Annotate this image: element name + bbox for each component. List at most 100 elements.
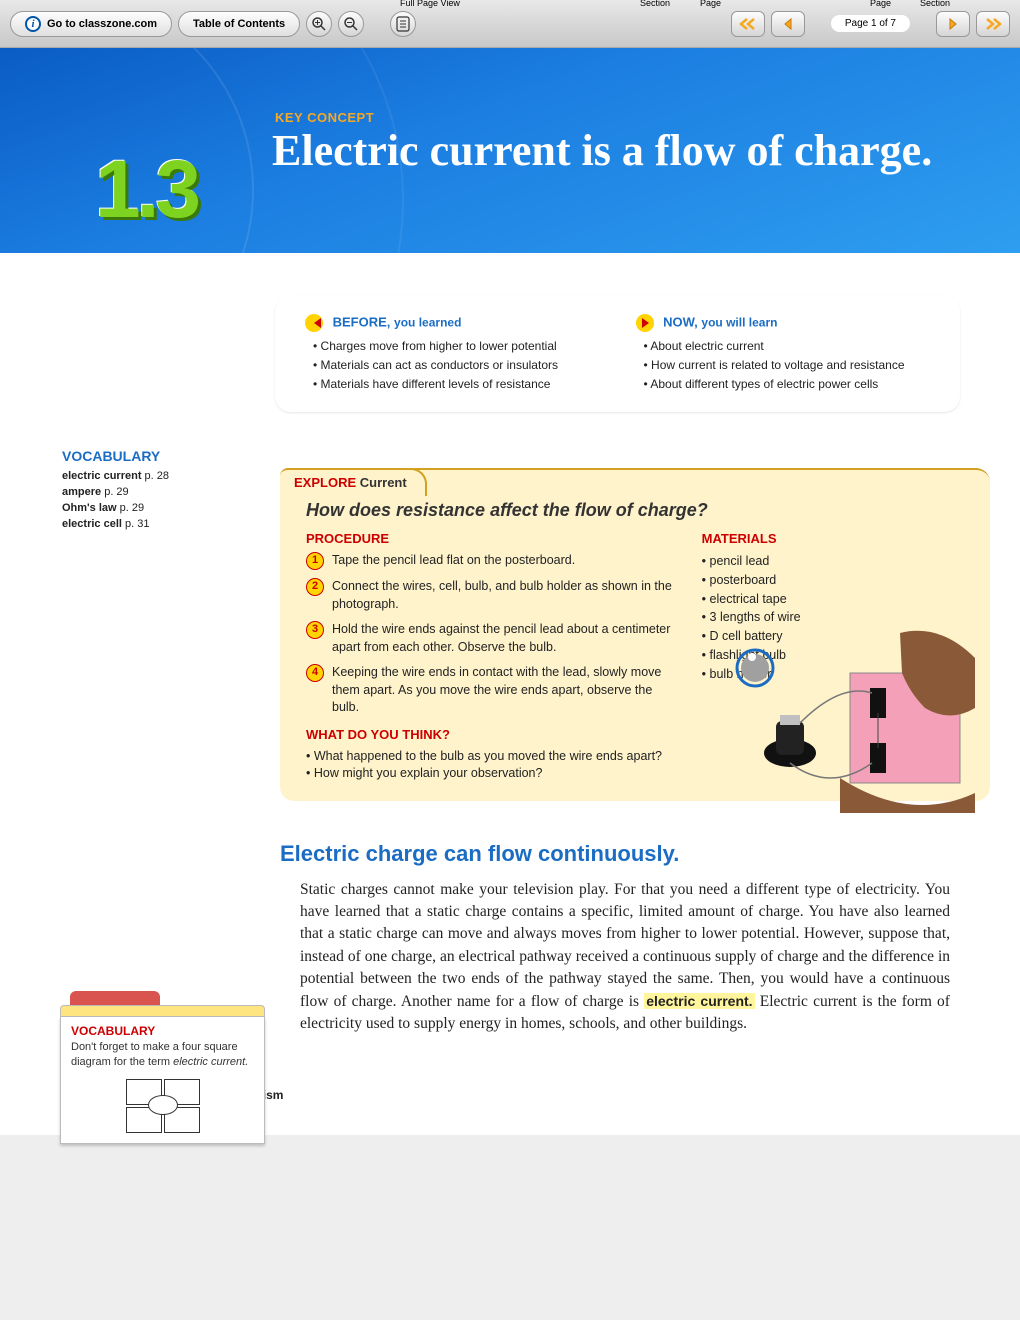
prev-page-button[interactable] (771, 11, 805, 37)
highlight-term: electric current. (644, 993, 754, 1009)
step-number-icon: 1 (306, 552, 324, 570)
narrative-pre: Static charges cannot make your televisi… (300, 881, 950, 1010)
think-item: How might you explain your observation? (306, 765, 682, 783)
think-item: What happened to the bulb as you moved t… (306, 748, 682, 766)
label-page-left: Page (700, 0, 721, 8)
before-item: Materials have different levels of resis… (313, 376, 606, 393)
explore-columns: PROCEDURE 1 Tape the pencil lead flat on … (306, 531, 970, 783)
materials-photo (640, 613, 980, 813)
now-sub: you will learn (701, 315, 777, 329)
toc-button[interactable]: Table of Contents (178, 11, 300, 37)
explore-word: EXPLORE (294, 475, 356, 490)
narrative-heading: Electric charge can flow continuously. (280, 841, 1020, 867)
explore-topic: Current (360, 475, 407, 490)
card-body: VOCABULARY Don't forget to make a four s… (60, 1017, 265, 1144)
vocab-item: ampere p. 29 (62, 486, 242, 498)
vocabulary-card: VOCABULARY Don't forget to make a four s… (60, 991, 265, 1144)
explore-label: EXPLORE Current (294, 475, 407, 490)
info-icon: i (25, 16, 41, 32)
narrative-body: Static charges cannot make your televisi… (300, 879, 950, 1036)
label-section-left: Section (640, 0, 670, 8)
before-item: Materials can act as conductors or insul… (313, 357, 606, 374)
vocabulary-sidebar: VOCABULARY electric current p. 28 ampere… (62, 448, 242, 534)
classzone-button[interactable]: i Go to classzone.com (10, 11, 172, 37)
before-heading: BEFORE, you learned (305, 314, 606, 332)
classzone-label: Go to classzone.com (47, 18, 157, 30)
vocab-item: electric cell p. 31 (62, 518, 242, 530)
explore-tab: EXPLORE Current (280, 468, 427, 496)
next-section-button[interactable] (976, 11, 1010, 37)
vocab-item: Ohm's law p. 29 (62, 502, 242, 514)
explore-question: How does resistance affect the flow of c… (306, 500, 970, 521)
now-item: How current is related to voltage and re… (644, 357, 937, 374)
procedure-column: PROCEDURE 1 Tape the pencil lead flat on … (306, 531, 682, 783)
card-heading: VOCABULARY (71, 1023, 254, 1040)
material-item: electrical tape (702, 590, 970, 609)
materials-column: MATERIALS pencil lead posterboard electr… (702, 531, 970, 783)
step-number-icon: 4 (306, 664, 324, 682)
explore-box: EXPLORE Current How does resistance affe… (280, 468, 990, 801)
step-text: Tape the pencil lead flat on the posterb… (332, 552, 575, 570)
vocab-term: electric current (62, 470, 141, 482)
double-left-icon (738, 17, 758, 31)
now-label: NOW, (663, 314, 698, 329)
toolbar: Full Page View Section Page Page Section… (0, 0, 1020, 48)
prev-section-button[interactable] (731, 11, 765, 37)
label-full-page-view: Full Page View (400, 0, 460, 8)
label-section-right: Section (920, 0, 950, 8)
procedure-step: 3 Hold the wire ends against the pencil l… (306, 621, 682, 656)
header-band: 1.3 KEY CONCEPT Electric current is a fl… (0, 48, 1020, 253)
full-page-button[interactable] (390, 11, 416, 37)
next-page-button[interactable] (936, 11, 970, 37)
vocab-page: p. 29 (104, 486, 128, 498)
vocab-term: ampere (62, 486, 101, 498)
vocab-page: p. 29 (120, 502, 144, 514)
procedure-step: 2 Connect the wires, cell, bulb, and bulb… (306, 578, 682, 613)
step-text: Hold the wire ends against the pencil le… (332, 621, 682, 656)
procedure-heading: PROCEDURE (306, 531, 682, 546)
double-right-icon (983, 17, 1003, 31)
step-text: Keeping the wire ends in contact with th… (332, 664, 682, 717)
toc-label: Table of Contents (193, 18, 285, 30)
vocab-page: p. 31 (125, 518, 149, 530)
materials-heading: MATERIALS (702, 531, 970, 546)
vocab-item: electric current p. 28 (62, 470, 242, 482)
before-column: BEFORE, you learned Charges move from hi… (305, 314, 606, 394)
toolbar-labels: Full Page View Section Page Page Section (0, 0, 1020, 12)
now-heading: NOW, you will learn (636, 314, 937, 332)
zoom-in-button[interactable] (306, 11, 332, 37)
vocabulary-heading: VOCABULARY (62, 448, 242, 464)
right-icon (946, 17, 960, 31)
before-label: BEFORE, (333, 314, 391, 329)
before-item: Charges move from higher to lower potent… (313, 338, 606, 355)
material-item: pencil lead (702, 552, 970, 571)
step-number-icon: 2 (306, 578, 324, 596)
procedure-step: 1 Tape the pencil lead flat on the poster… (306, 552, 682, 570)
section-number: 1.3 (95, 143, 197, 237)
zoom-in-icon (311, 16, 327, 32)
key-concept-title: Electric current is a flow of charge. (272, 128, 932, 174)
zoom-out-button[interactable] (338, 11, 364, 37)
now-item: About electric current (644, 338, 937, 355)
now-item: About different types of electric power … (644, 376, 937, 393)
label-page-right: Page (870, 0, 891, 8)
zoom-out-icon (343, 16, 359, 32)
vocab-term: Ohm's law (62, 502, 117, 514)
four-square-diagram (126, 1079, 200, 1133)
vocab-page: p. 28 (145, 470, 169, 482)
material-item: posterboard (702, 571, 970, 590)
step-number-icon: 3 (306, 621, 324, 639)
key-concept-label: KEY CONCEPT (275, 110, 374, 125)
step-text: Connect the wires, cell, bulb, and bulb … (332, 578, 682, 613)
before-sub: you learned (394, 315, 461, 329)
now-column: NOW, you will learn About electric curre… (636, 314, 937, 394)
play-icon (636, 314, 654, 332)
procedure-step: 4 Keeping the wire ends in contact with t… (306, 664, 682, 717)
page-indicator: Page 1 of 7 (831, 15, 910, 32)
think-heading: WHAT DO YOU THINK? (306, 727, 682, 742)
overview-card: BEFORE, you learned Charges move from hi… (275, 296, 960, 412)
card-term: electric current. (173, 1056, 248, 1068)
page-icon (396, 16, 410, 32)
left-icon (781, 17, 795, 31)
card-top (60, 1005, 265, 1017)
